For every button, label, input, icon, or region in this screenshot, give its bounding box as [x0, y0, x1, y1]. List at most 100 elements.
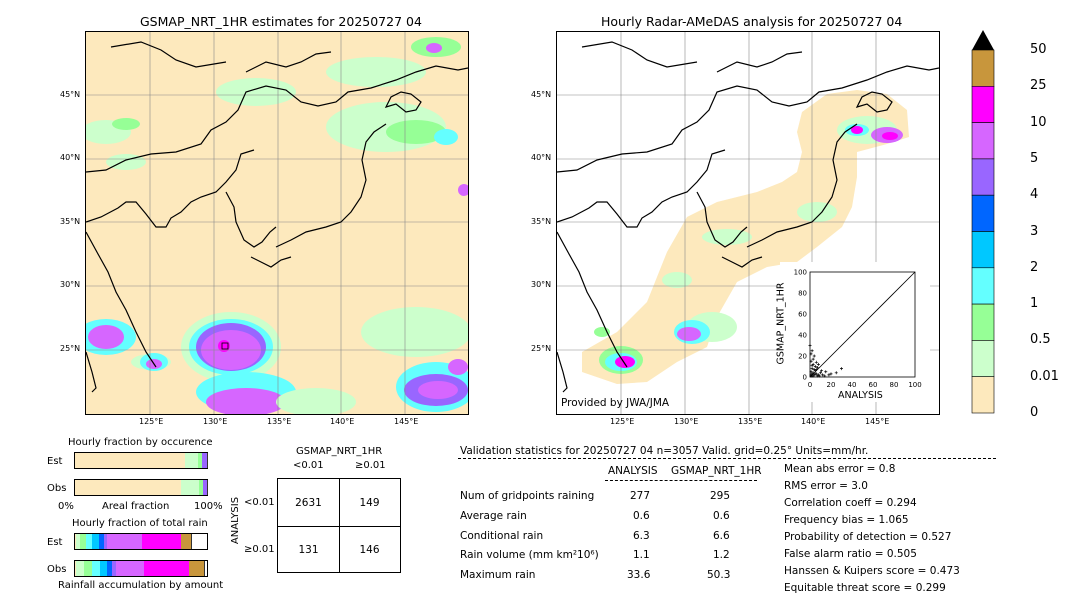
score-line: Frequency bias = 1.065 — [784, 514, 909, 526]
right-map-title: Hourly Radar-AMeDAS analysis for 2025072… — [601, 14, 903, 29]
right-lon-label: 135°E — [738, 417, 763, 426]
validation-title: Validation statistics for 20250727 04 n=… — [460, 445, 869, 457]
score-line: False alarm ratio = 0.505 — [784, 548, 917, 560]
right-lon-label: 130°E — [674, 417, 699, 426]
score-line: RMS error = 3.0 — [784, 480, 868, 492]
scatter-xtick: 0 — [808, 381, 812, 389]
score-line: Hanssen & Kuipers score = 0.473 — [784, 565, 960, 577]
colorbar-segment — [971, 85, 995, 123]
occ-axis-xlabel: Areal fraction — [102, 501, 170, 512]
left-lon-label: 130°E — [203, 417, 228, 426]
scatter-point — [814, 360, 818, 364]
colorbar-segment — [971, 122, 995, 160]
colorbar-label: 0.5 — [1030, 332, 1051, 348]
total-rain-bar-est — [74, 533, 208, 550]
score-line: Mean abs error = 0.8 — [784, 463, 896, 475]
colorbar-label: 2 — [1030, 259, 1039, 275]
left-lat-label: 35°N — [60, 217, 81, 226]
stat-row-analysis: 0.6 — [633, 510, 650, 522]
bar-segment — [75, 480, 182, 495]
left-lat-label: 45°N — [60, 90, 81, 99]
bar-segment — [201, 453, 208, 468]
left-lat-label: 40°N — [60, 153, 81, 162]
bar-segment — [180, 480, 201, 495]
score-line: Equitable threat score = 0.299 — [784, 582, 946, 594]
stat-row-analysis: 6.3 — [633, 530, 650, 542]
scatter-ylabel: GSMAP_NRT_1HR — [775, 282, 787, 365]
occ-axis-0: 0% — [58, 501, 74, 512]
stat-row-gsmap: 1.2 — [713, 549, 730, 561]
contingency-col-label: <0.01 — [293, 460, 324, 471]
left-gridlines — [86, 32, 468, 414]
scatter-point — [813, 365, 817, 368]
contingency-title: GSMAP_NRT_1HR — [296, 446, 383, 457]
contingency-cell: 146 — [359, 544, 380, 556]
left-map — [85, 31, 469, 415]
stat-row-analysis: 277 — [630, 490, 651, 502]
scatter-point — [813, 372, 817, 376]
stat-row-label: Num of gridpoints raining — [460, 490, 595, 502]
right-lat-label: 40°N — [531, 153, 552, 162]
scatter-point — [808, 344, 812, 347]
left-lon-label: 135°E — [267, 417, 292, 426]
scatter-point — [823, 374, 827, 378]
scatter-xtick: 40 — [848, 381, 857, 389]
stat-row-gsmap: 50.3 — [707, 569, 731, 581]
scatter-point — [815, 374, 819, 378]
scatter-point — [811, 357, 815, 361]
scatter-xtick: 20 — [827, 381, 836, 389]
left-lon-label: 140°E — [330, 417, 355, 426]
colorbar-label: 0.01 — [1030, 368, 1059, 384]
scatter-xlabel: ANALYSIS — [838, 390, 883, 401]
contingency-cell: 2631 — [295, 497, 322, 509]
right-lon-label: 145°E — [865, 417, 890, 426]
scatter-point — [809, 370, 813, 374]
colorbar-label: 4 — [1030, 187, 1039, 203]
right-lat-label: 45°N — [531, 90, 552, 99]
right-lat-label: 30°N — [531, 280, 552, 289]
scatter-point — [824, 370, 828, 374]
grid-vline — [339, 479, 340, 572]
score-line: Probability of detection = 0.527 — [784, 531, 952, 543]
left-coastlines — [86, 41, 468, 393]
bar-segment — [75, 453, 186, 468]
contingency-row-title: ANALYSIS — [230, 496, 242, 545]
colorbar-segment — [971, 194, 995, 232]
scatter-ytick: 40 — [798, 332, 807, 340]
scatter-point — [816, 362, 820, 366]
contingency-row-label: <0.01 — [244, 497, 275, 508]
tot-row-est: Est — [47, 537, 63, 548]
scatter-xtick: 80 — [890, 381, 899, 389]
tot-row-obs: Obs — [47, 564, 67, 575]
bar-segment — [203, 480, 208, 495]
occ-row-obs: Obs — [47, 483, 67, 494]
left-lon-label: 145°E — [394, 417, 419, 426]
colorbar-segment — [971, 267, 995, 305]
scatter-ytick: 80 — [798, 290, 807, 298]
right-lon-label: 140°E — [801, 417, 826, 426]
colorbar-label: 50 — [1030, 42, 1047, 57]
scatter-point — [810, 363, 814, 367]
colorbar-segment — [971, 49, 995, 87]
colorbar-segment — [971, 303, 995, 341]
scatter-point — [827, 373, 831, 377]
colorbar-segment — [971, 376, 995, 414]
left-lon-label: 125°E — [139, 417, 164, 426]
colorbar-label: 25 — [1030, 78, 1047, 94]
occ-row-est: Est — [47, 456, 63, 467]
scatter-xtick: 60 — [869, 381, 878, 389]
bar-segment — [142, 534, 182, 549]
stat-row-gsmap: 6.6 — [713, 530, 730, 542]
left-lat-label: 25°N — [60, 344, 81, 353]
total-rain-xlabel: Rainfall accumulation by amount — [58, 580, 224, 591]
right-lon-label: 125°E — [610, 417, 635, 426]
scatter-point — [811, 371, 815, 375]
scatter-point — [810, 374, 814, 378]
bar-segment — [106, 534, 144, 549]
colorbar-label: 5 — [1030, 150, 1039, 166]
colorbar-segment — [971, 158, 995, 196]
colorbar-extend-arrow — [972, 30, 994, 50]
right-lat-label: 25°N — [531, 344, 552, 353]
scatter-diagonal — [809, 271, 916, 378]
contingency-row-label: ≥0.01 — [244, 544, 275, 555]
